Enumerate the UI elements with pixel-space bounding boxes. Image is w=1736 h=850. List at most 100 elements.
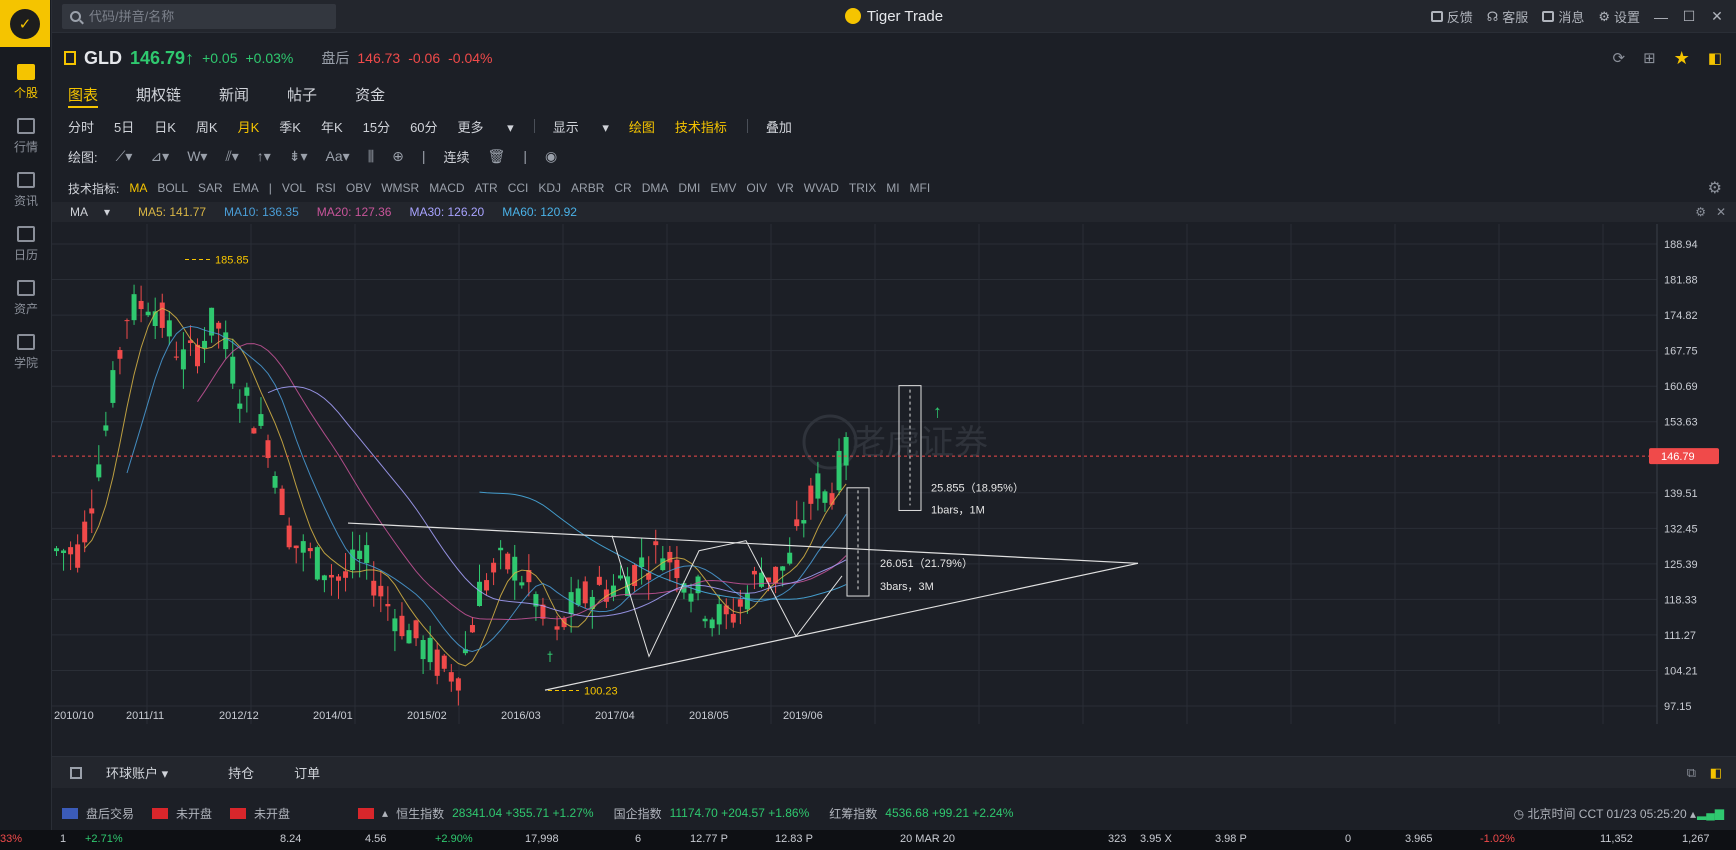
display-menu[interactable]: 显示 ▾ (552, 119, 609, 135)
indicator-cci[interactable]: CCI (507, 181, 529, 195)
indicator-arbr[interactable]: ARBR (571, 181, 605, 195)
quote-actions: ⟳ ⊞ ★ ◧ (1613, 40, 1722, 76)
tiger-logo[interactable]: ✓ (0, 0, 50, 47)
line-tool-icon[interactable]: ⟋▾ (115, 147, 133, 164)
sidebar-item-academy[interactable]: 学院 (0, 326, 52, 378)
candle-body (392, 618, 398, 632)
panel-toggle-icon[interactable] (70, 766, 82, 779)
wave-tool-icon[interactable]: W▾ (187, 147, 208, 164)
strip-cell: 3.98 P (1215, 833, 1247, 845)
period-60min[interactable]: 60分 (410, 119, 438, 135)
indicator-kdj[interactable]: KDJ (538, 181, 562, 195)
chart-svg[interactable]: 老虎证券↑ 25.855（18.95%） 1bars，1M 26.051（21.79%… (52, 224, 1736, 724)
sidebar-item-assets[interactable]: 资产 (0, 272, 52, 324)
indicator-ema[interactable]: EMA (232, 181, 259, 195)
sidebar-item-stock[interactable]: 个股 (0, 56, 52, 108)
search-box[interactable] (62, 4, 336, 29)
tab-posts[interactable]: 帖子 (287, 87, 318, 104)
ma-close-icon[interactable]: ✕ (1715, 205, 1726, 219)
period-15min[interactable]: 15分 (362, 119, 391, 135)
candle-body (68, 547, 74, 555)
tab-capital[interactable]: 资金 (355, 87, 386, 104)
ma-settings-icon[interactable]: ⚙ (1695, 205, 1706, 219)
indicator-mfi[interactable]: MFI (909, 181, 931, 195)
minimize-button[interactable]: — (1654, 8, 1668, 25)
bars-tool-icon[interactable]: ⫼ (367, 147, 375, 164)
indicator-cr[interactable]: CR (614, 181, 632, 195)
continuous-toggle[interactable]: 连续 (443, 149, 470, 165)
indicator-vol[interactable]: VOL (281, 181, 306, 195)
indicator-mi[interactable]: MI (886, 181, 900, 195)
period-intraday[interactable]: 分时 (68, 119, 95, 135)
indicator-vr[interactable]: VR (777, 181, 794, 195)
search-input[interactable] (89, 9, 319, 24)
hsi-label: 恒生指数 (396, 806, 445, 821)
period-weekly[interactable]: 周K (195, 119, 218, 135)
text-tool-icon[interactable]: Aa▾ (325, 147, 350, 164)
indicator-dma[interactable]: DMA (641, 181, 669, 195)
arrow-tool-icon[interactable]: ↑▾ (256, 147, 271, 164)
restore-icon[interactable]: ⧉ (1686, 764, 1696, 780)
indicator-macd[interactable]: MACD (429, 181, 465, 195)
indicator-emv[interactable]: EMV (710, 181, 737, 195)
wallet-icon (17, 279, 35, 296)
fib-tool-icon[interactable]: ⫽▾ (225, 147, 239, 164)
account-selector[interactable]: 环球账户 ▾ (106, 766, 169, 781)
grid-icon[interactable]: ⊞ (1643, 50, 1656, 67)
candle-body (166, 320, 172, 337)
ma-selector[interactable]: MA ▾ (70, 205, 111, 219)
draw-toggle[interactable]: 绘图 (628, 119, 655, 135)
period-daily[interactable]: 日K (154, 119, 176, 135)
tab-positions[interactable]: 持仓 (228, 766, 255, 781)
candle-body (815, 473, 821, 499)
tab-options[interactable]: 期权链 (136, 87, 182, 104)
candle-body (187, 340, 193, 344)
sidebar-item-market[interactable]: 行情 (0, 110, 52, 162)
sidebar-item-news[interactable]: 资讯 (0, 164, 52, 216)
service-button[interactable]: ☊ 客服 (1487, 7, 1529, 26)
messages-button[interactable]: 消息 (1542, 7, 1584, 26)
tab-news[interactable]: 新闻 (219, 87, 250, 104)
indicator-atr[interactable]: ATR (474, 181, 498, 195)
period-5day[interactable]: 5日 (114, 119, 135, 135)
beijing-time: 北京时间 CCT 01/23 05:25:20 (1527, 806, 1687, 821)
measure-tool-icon[interactable]: ⇟▾ (288, 147, 308, 164)
eye-icon[interactable]: ◉ (544, 147, 558, 164)
sidebar-item-calendar[interactable]: 日历 (0, 218, 52, 270)
star-icon[interactable]: ★ (1673, 47, 1690, 68)
indicator-settings-icon[interactable]: ⚙ (1707, 180, 1722, 197)
settings-button[interactable]: ⚙ 设置 (1598, 7, 1640, 26)
ray-tool-icon[interactable]: ⊿▾ (150, 147, 170, 164)
tab-chart[interactable]: 图表 (68, 78, 99, 108)
feedback-button[interactable]: 反馈 (1430, 7, 1473, 26)
zoom-tool-icon[interactable]: ⊕ (392, 147, 404, 164)
panel-icon[interactable]: ◧ (1707, 50, 1722, 67)
indicator-trix[interactable]: TRIX (848, 181, 877, 195)
period-monthly[interactable]: 月K (237, 119, 260, 135)
indicator-oiv[interactable]: OIV (746, 181, 768, 195)
indicator-dmi[interactable]: DMI (678, 181, 701, 195)
maximize-button[interactable]: ☐ (1682, 8, 1696, 24)
panel-right-icon[interactable]: ◧ (1709, 764, 1722, 780)
period-more[interactable]: 更多 ▾ (457, 119, 514, 135)
close-button[interactable]: ✕ (1711, 8, 1723, 24)
candle-body (582, 581, 588, 604)
period-quarterly[interactable]: 季K (279, 119, 301, 135)
period-yearly[interactable]: 年K (320, 119, 343, 135)
tab-orders[interactable]: 订单 (294, 766, 321, 781)
candle-body (448, 672, 454, 682)
indicator-obv[interactable]: OBV (345, 181, 372, 195)
overlay-button[interactable]: 叠加 (765, 119, 792, 135)
top-actions: 反馈 ☊ 客服 消息 ⚙ 设置 — ☐ ✕ (1430, 0, 1724, 33)
indicator-boll[interactable]: BOLL (157, 181, 189, 195)
y-tick-label: 111.27 (1664, 630, 1696, 642)
indicator-ma[interactable]: MA (129, 181, 148, 195)
refresh-icon[interactable]: ⟳ (1612, 50, 1626, 67)
price-chart[interactable]: 老虎证券 ↑ 25.855（18.95%） 1bars，1M 26.051（21.79%… (52, 224, 1736, 724)
indicator-wmsr[interactable]: WMSR (381, 181, 420, 195)
indicator-wvad[interactable]: WVAD (803, 181, 839, 195)
indicator-rsi[interactable]: RSI (315, 181, 336, 195)
indicator-sar[interactable]: SAR (198, 181, 223, 195)
tech-toggle[interactable]: 技术指标 (674, 119, 727, 135)
trash-icon[interactable]: 🗑 (487, 147, 506, 164)
